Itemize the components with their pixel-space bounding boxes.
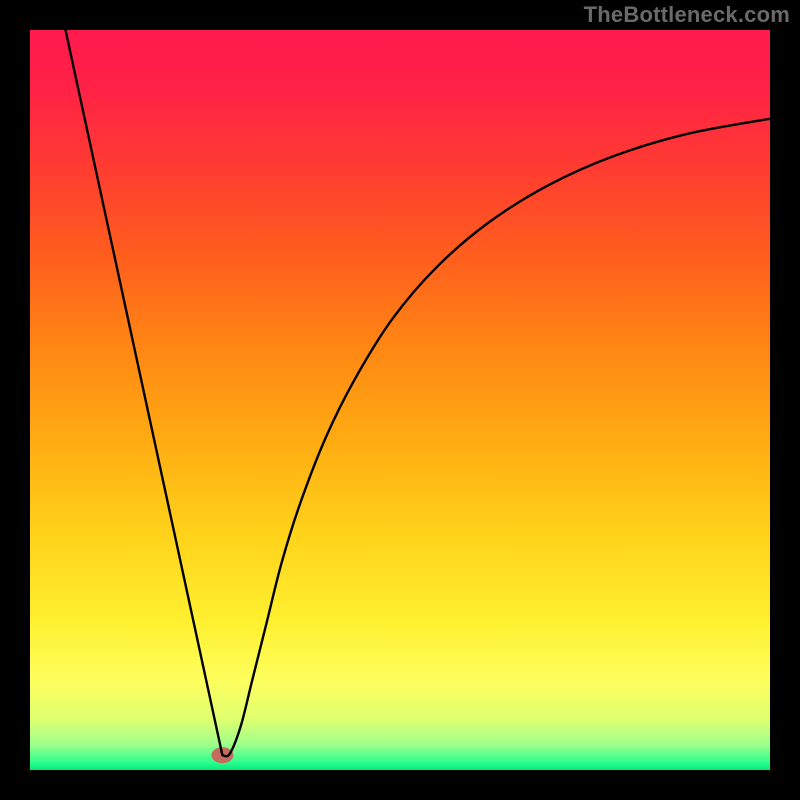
curve-layer <box>30 30 770 770</box>
plot-area <box>30 30 770 770</box>
bottleneck-curve <box>66 30 770 756</box>
outer-frame: TheBottleneck.com <box>0 0 800 800</box>
attribution-text: TheBottleneck.com <box>584 2 790 28</box>
